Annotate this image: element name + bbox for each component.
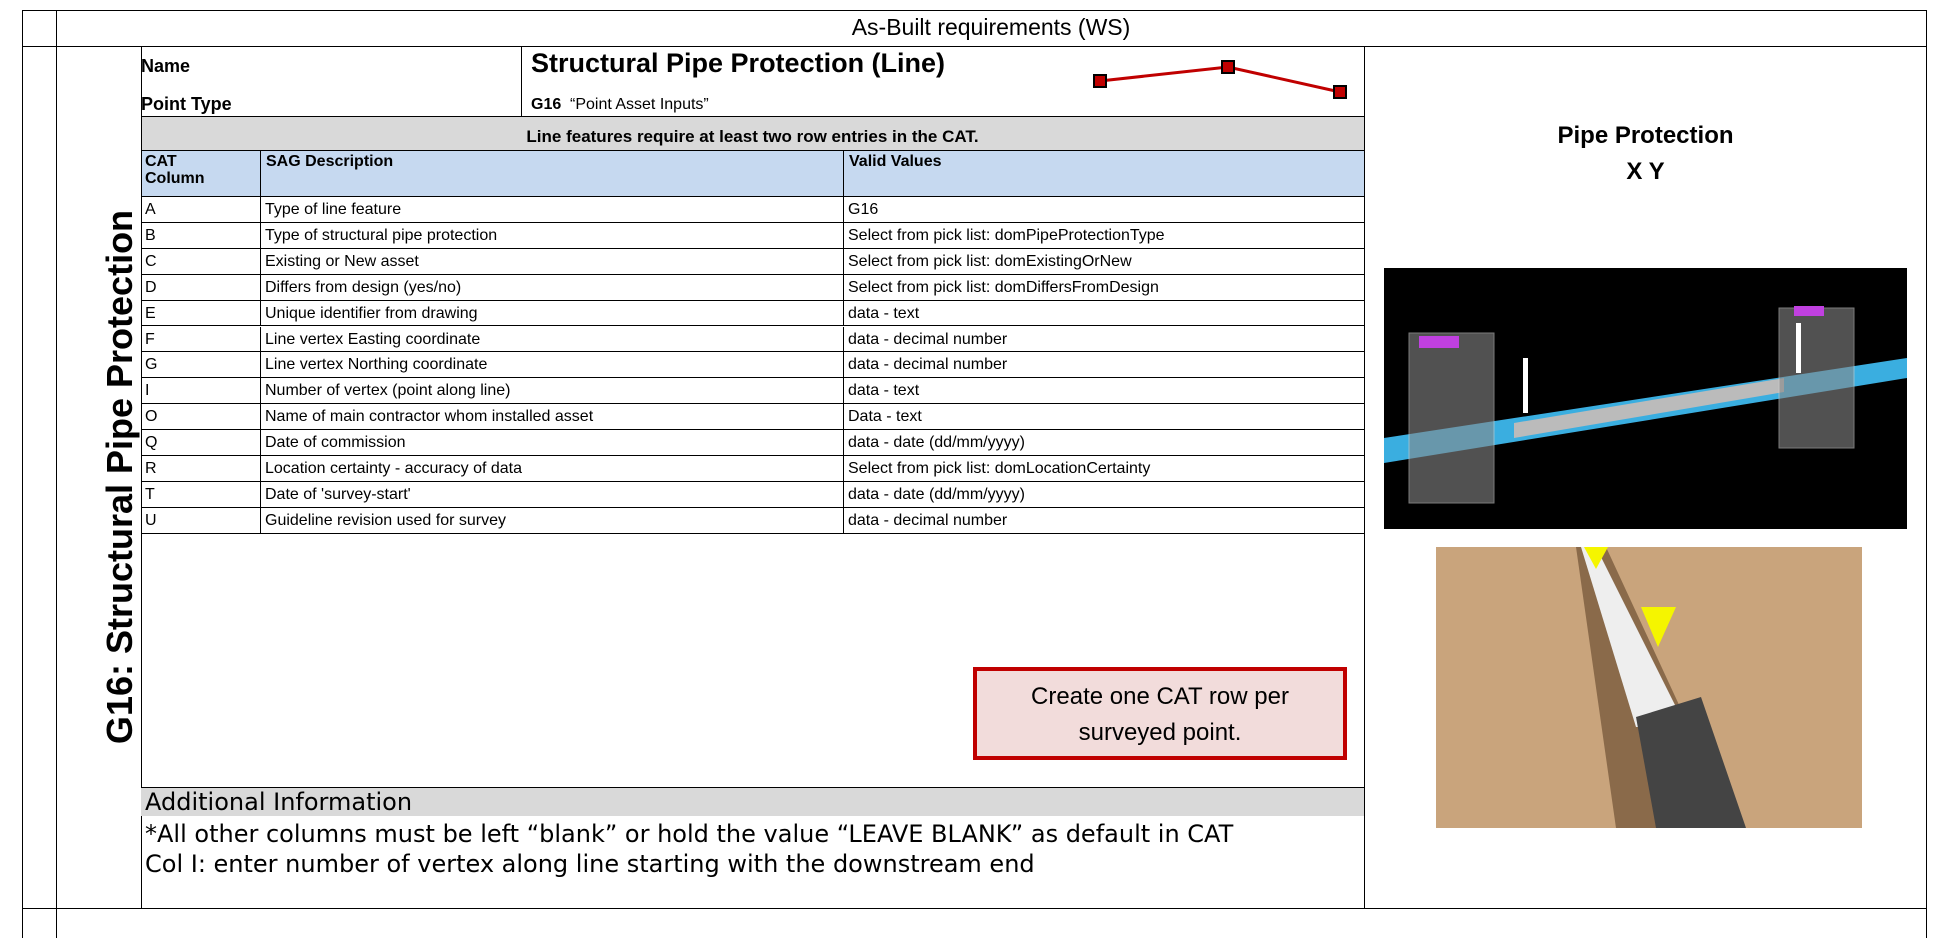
divider [521, 46, 522, 117]
point-type-code: G16 [531, 96, 562, 113]
table-cell: G16 [843, 197, 1364, 223]
table-cell: E [141, 301, 260, 327]
frame [22, 10, 1927, 11]
table-cell: Date of commission [260, 430, 843, 456]
frame [22, 46, 1927, 47]
table-cell: Select from pick list: domPipeProtection… [843, 222, 1364, 249]
table-cell: Unique identifier from drawing [260, 300, 843, 327]
table-cell: Location certainty - accuracy of data [260, 456, 843, 482]
table-cell: Type of line feature [260, 197, 843, 223]
table-cell: Existing or New asset [260, 248, 843, 275]
figure-subtitle: X Y [1626, 158, 1665, 185]
table-cell: I [141, 378, 260, 405]
frame [1926, 10, 1927, 938]
additional-title: Additional Information [141, 787, 1364, 816]
table-cell: data - date (dd/mm/yyyy) [843, 430, 1364, 456]
divider [141, 116, 1364, 117]
table-header [141, 151, 1364, 197]
table-cell: data - decimal number [843, 326, 1364, 353]
table-cell: data - text [843, 300, 1364, 327]
table-cell: A [141, 197, 260, 223]
point-type-value: “Point Asset Inputs” [570, 96, 709, 113]
column-header: CAT Column [145, 153, 205, 187]
table-cell: U [141, 508, 260, 534]
table-cell: G [141, 352, 260, 379]
table-cell: Name of main contractor whom installed a… [260, 404, 843, 431]
point-type-label: Point Type [141, 94, 232, 114]
pipe-photo [1436, 547, 1862, 828]
side-label: G16: Structural Pipe Protection [99, 209, 140, 745]
table-cell: data - decimal number [843, 507, 1364, 534]
divider [141, 46, 142, 908]
table-cell: Type of structural pipe protection [260, 222, 843, 249]
table-cell: Select from pick list: domDiffersFromDes… [843, 274, 1364, 301]
table-cell: Line vertex Easting coordinate [260, 326, 843, 353]
additional-line: *All other columns must be left “blank” … [145, 820, 1234, 848]
name-label: Name [141, 56, 191, 76]
additional-line: Col I: enter number of vertex along line… [145, 850, 1035, 878]
table-cell: Line vertex Northing coordinate [260, 352, 843, 379]
table-cell: Differs from design (yes/no) [260, 274, 843, 301]
divider [260, 151, 261, 197]
table-cell: Number of vertex (point along line) [260, 378, 843, 405]
table-cell: B [141, 223, 260, 249]
figure-title: Pipe Protection [1557, 122, 1734, 149]
frame [56, 10, 57, 938]
pipe-render [1384, 268, 1907, 529]
table-cell: Select from pick list: domExistingOrNew [843, 248, 1364, 275]
table-cell: data - date (dd/mm/yyyy) [843, 481, 1364, 508]
frame [1364, 46, 1365, 908]
table-cell: Select from pick list: domLocationCertai… [843, 456, 1364, 482]
frame [22, 908, 1927, 909]
table-cell: R [141, 456, 260, 482]
notice: Line features require at least two row e… [141, 117, 1364, 151]
header-title: As-Built requirements (WS) [851, 14, 1131, 40]
table-cell: T [141, 482, 260, 508]
column-header: SAG Description [266, 153, 394, 170]
column-header: Valid Values [849, 153, 942, 170]
name-value: Structural Pipe Protection (Line) [531, 48, 946, 78]
frame [22, 10, 23, 938]
divider [843, 151, 844, 197]
line-icon [1093, 60, 1347, 99]
table-cell: Q [141, 430, 260, 456]
table-cell: F [141, 327, 260, 353]
callout: Create one CAT row per surveyed point. [973, 667, 1347, 760]
table-cell: Data - text [843, 404, 1364, 431]
table-cell: Date of 'survey-start' [260, 481, 843, 508]
table-cell: data - text [843, 378, 1364, 405]
table-cell: data - decimal number [843, 352, 1364, 379]
table-cell: O [141, 404, 260, 431]
table-cell: D [141, 275, 260, 301]
table-cell: Guideline revision used for survey [260, 507, 843, 534]
table-cell: C [141, 249, 260, 275]
